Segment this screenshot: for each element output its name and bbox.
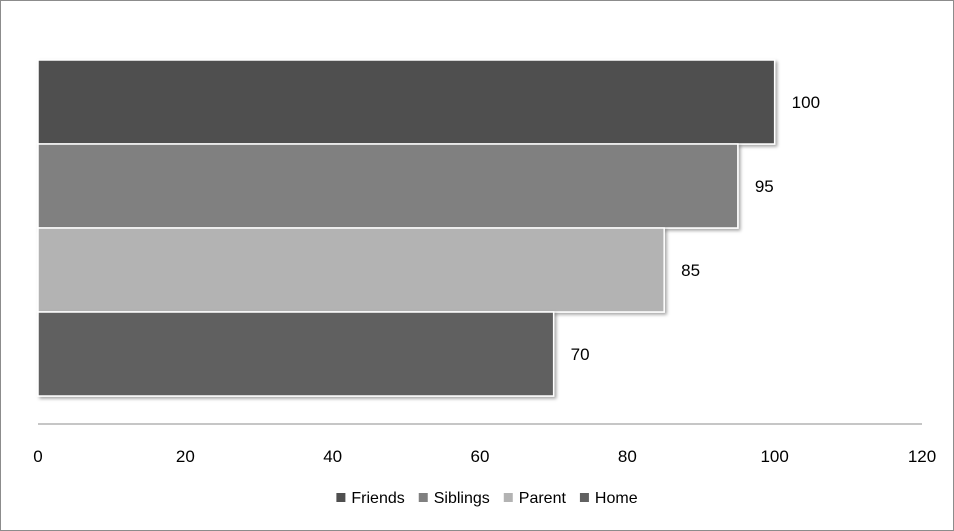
- x-tick-label: 120: [908, 447, 936, 466]
- legend-item-siblings: Siblings: [418, 490, 490, 507]
- legend-label: Friends: [351, 490, 404, 507]
- legend-swatch: [418, 493, 428, 502]
- legend-swatch: [336, 493, 346, 502]
- legend-label: Parent: [519, 490, 567, 507]
- bar-home: [37, 311, 555, 397]
- bars-layer: [37, 59, 776, 397]
- data-label-friends: 100: [792, 93, 820, 112]
- x-tick-label: 100: [760, 447, 788, 466]
- data-label-siblings: 95: [755, 177, 774, 196]
- bar-friends: [37, 59, 776, 145]
- data-label-parent: 85: [681, 261, 700, 280]
- x-tick-label: 20: [176, 447, 195, 466]
- legend-label: Siblings: [434, 490, 490, 507]
- legend-swatch: [579, 493, 589, 502]
- legend-item-friends: Friends: [336, 490, 405, 507]
- legend-label: Home: [595, 490, 638, 507]
- legend-swatch: [503, 493, 513, 502]
- data-label-home: 70: [571, 345, 590, 364]
- x-tick-label: 40: [323, 447, 342, 466]
- legend-item-home: Home: [579, 490, 638, 507]
- legend: Friends Siblings Parent Home: [336, 490, 638, 507]
- x-tick-labels: 0 20 40 60 80 100 120: [33, 447, 936, 466]
- bar-parent: [37, 227, 665, 313]
- x-tick-label: 80: [618, 447, 637, 466]
- bar-siblings: [37, 143, 739, 229]
- legend-item-parent: Parent: [503, 490, 567, 507]
- x-tick-label: 60: [471, 447, 490, 466]
- x-tick-label: 0: [33, 447, 42, 466]
- data-labels-layer: 100 95 85 70: [571, 93, 820, 364]
